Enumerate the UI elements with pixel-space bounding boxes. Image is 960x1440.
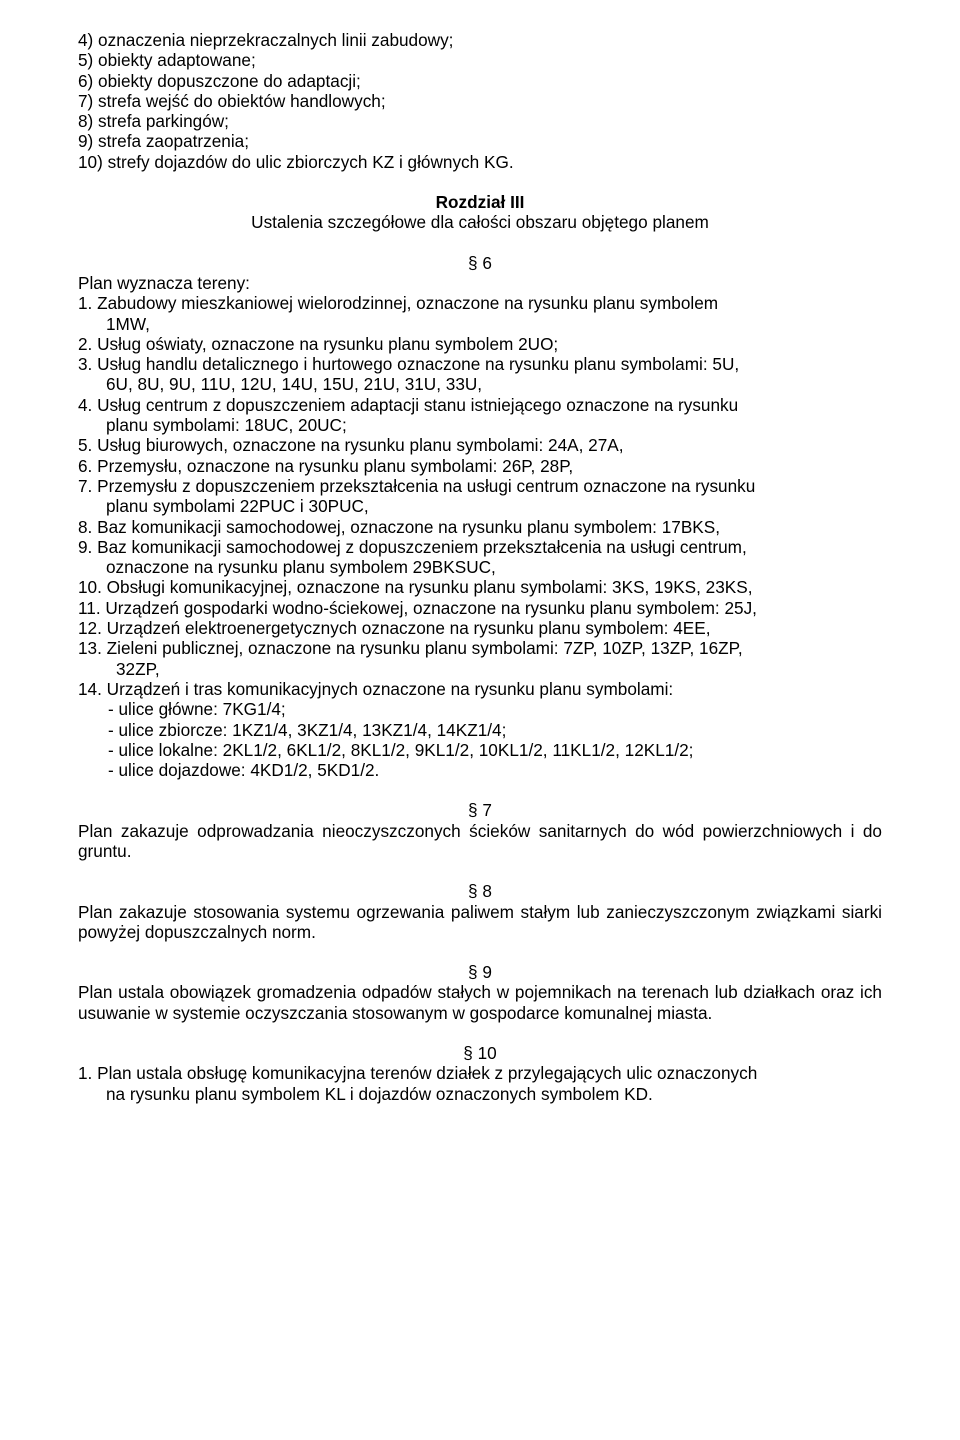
list-item: 12. Urządzeń elektroenergetycznych oznac… (78, 618, 882, 638)
section-8-marker: § 8 (78, 881, 882, 901)
list-item: 3. Usług handlu detalicznego i hurtowego… (78, 354, 882, 374)
list-item: 1. Plan ustala obsługę komunikacyjna ter… (78, 1063, 882, 1083)
section-10-marker: § 10 (78, 1043, 882, 1063)
list-item-cont: oznaczone na rysunku planu symbolem 29BK… (78, 557, 882, 577)
list-item: 5. Usług biurowych, oznaczone na rysunku… (78, 435, 882, 455)
list-subitem: - ulice lokalne: 2KL1/2, 6KL1/2, 8KL1/2,… (78, 740, 882, 760)
list-item: 5) obiekty adaptowane; (78, 50, 882, 70)
document-page: 4) oznaczenia nieprzekraczalnych linii z… (0, 0, 960, 1440)
list-item: 9. Baz komunikacji samochodowej z dopusz… (78, 537, 882, 557)
list-item: 14. Urządzeń i tras komunikacyjnych ozna… (78, 679, 882, 699)
list-subitem: - ulice zbiorcze: 1KZ1/4, 3KZ1/4, 13KZ1/… (78, 720, 882, 740)
list-item-cont: 6U, 8U, 9U, 11U, 12U, 14U, 15U, 21U, 31U… (78, 374, 882, 394)
top-list: 4) oznaczenia nieprzekraczalnych linii z… (78, 30, 882, 172)
list-subitem: - ulice dojazdowe: 4KD1/2, 5KD1/2. (78, 760, 882, 780)
list-item: 13. Zieleni publicznej, oznaczone na rys… (78, 638, 882, 658)
list-item: 8) strefa parkingów; (78, 111, 882, 131)
list-item: 10) strefy dojazdów do ulic zbiorczych K… (78, 152, 882, 172)
section-9-text: Plan ustala obowiązek gromadzenia odpadó… (78, 982, 882, 1023)
list-item-cont: 32ZP, (78, 659, 882, 679)
list-item: 11. Urządzeń gospodarki wodno-ściekowej,… (78, 598, 882, 618)
list-item-cont: planu symbolami: 18UC, 20UC; (78, 415, 882, 435)
section-7-text: Plan zakazuje odprowadzania nieoczyszczo… (78, 821, 882, 862)
list-item-cont: 1MW, (78, 314, 882, 334)
list-item-cont: planu symbolami 22PUC i 30PUC, (78, 496, 882, 516)
list-item-cont: na rysunku planu symbolem KL i dojazdów … (78, 1084, 882, 1104)
section-6-intro: Plan wyznacza tereny: (78, 273, 882, 293)
section-9-marker: § 9 (78, 962, 882, 982)
section-8-text: Plan zakazuje stosowania systemu ogrzewa… (78, 902, 882, 943)
section-6-marker: § 6 (78, 253, 882, 273)
list-item: 4. Usług centrum z dopuszczeniem adaptac… (78, 395, 882, 415)
list-item: 9) strefa zaopatrzenia; (78, 131, 882, 151)
list-item: 4) oznaczenia nieprzekraczalnych linii z… (78, 30, 882, 50)
list-item: 1. Zabudowy mieszkaniowej wielorodzinnej… (78, 293, 882, 313)
chapter-label: Rozdział III (78, 192, 882, 212)
list-item: 7. Przemysłu z dopuszczeniem przekształc… (78, 476, 882, 496)
list-subitem: - ulice główne: 7KG1/4; (78, 699, 882, 719)
list-item: 8. Baz komunikacji samochodowej, oznaczo… (78, 517, 882, 537)
list-item: 7) strefa wejść do obiektów handlowych; (78, 91, 882, 111)
list-item: 6. Przemysłu, oznaczone na rysunku planu… (78, 456, 882, 476)
list-item: 10. Obsługi komunikacyjnej, oznaczone na… (78, 577, 882, 597)
list-item: 6) obiekty dopuszczone do adaptacji; (78, 71, 882, 91)
chapter-subtitle: Ustalenia szczegółowe dla całości obszar… (78, 212, 882, 232)
section-7-marker: § 7 (78, 800, 882, 820)
list-item: 2. Usług oświaty, oznaczone na rysunku p… (78, 334, 882, 354)
